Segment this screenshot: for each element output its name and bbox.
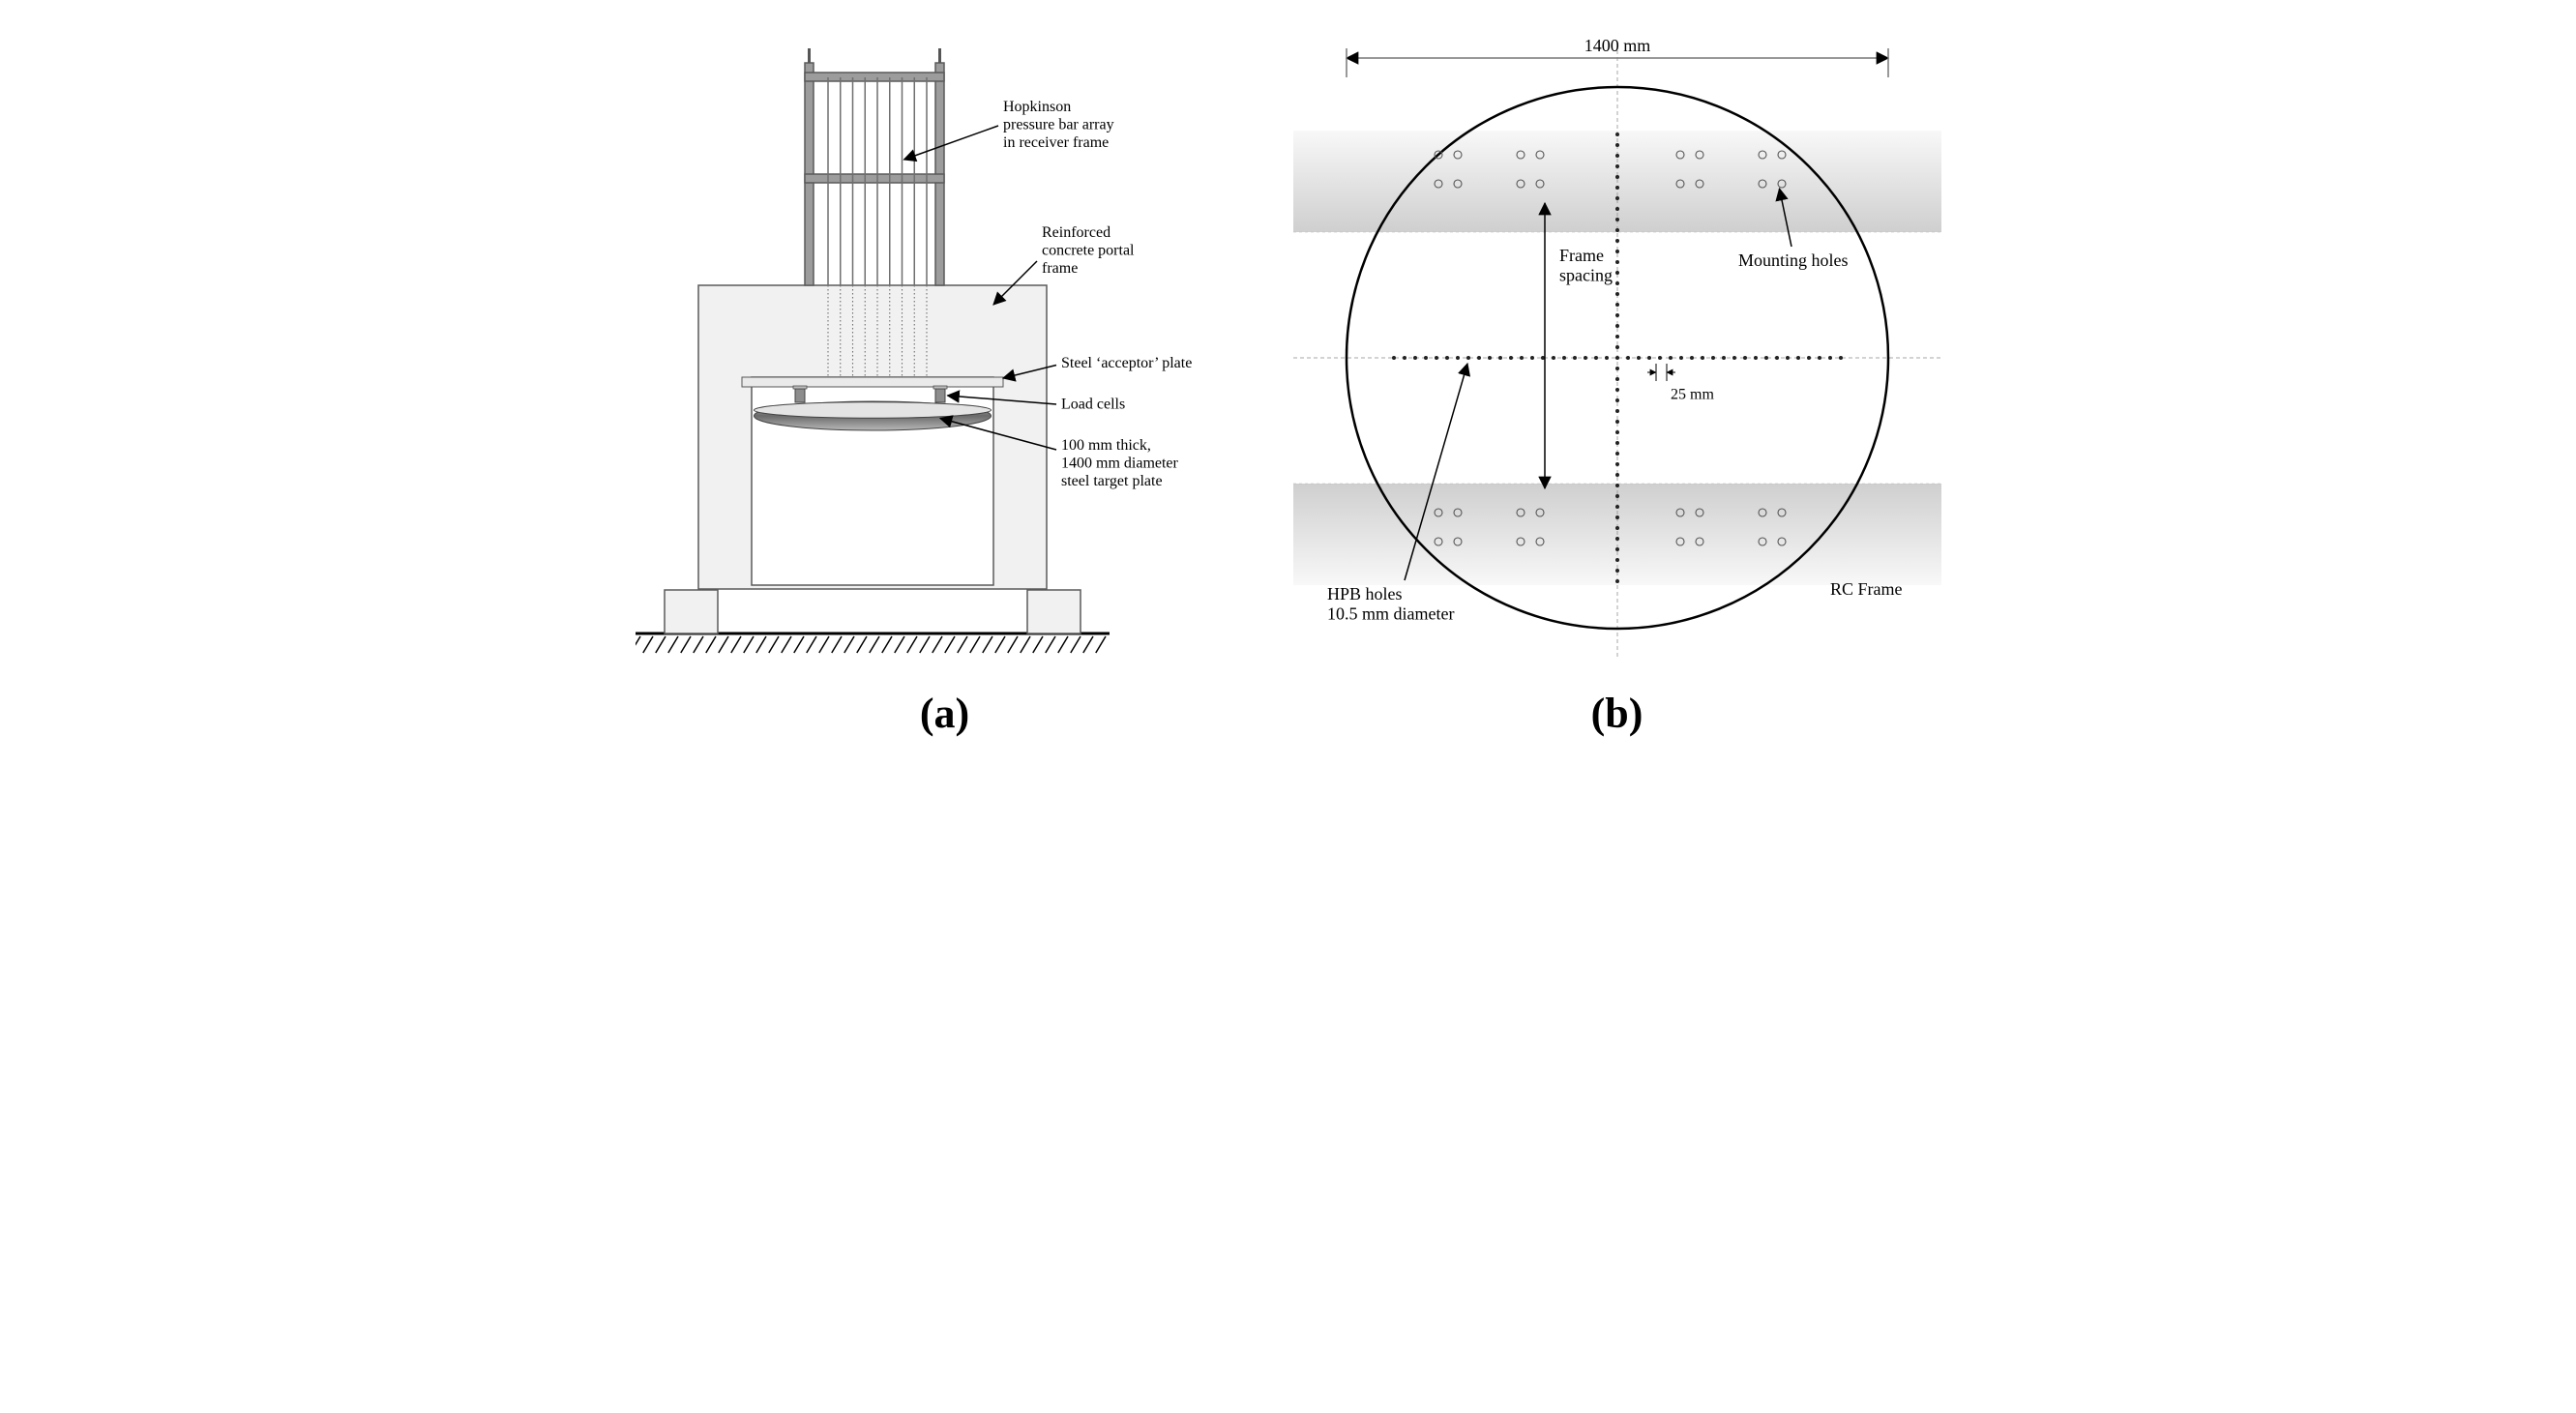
svg-text:Steel ‘acceptor’ plate: Steel ‘acceptor’ plate [1061, 355, 1192, 371]
panel-a-svg: Hopkinsonpressure bar arrayin receiver f… [636, 29, 1255, 677]
svg-text:1400 mm: 1400 mm [1584, 36, 1650, 55]
svg-text:100 mm thick,1400 mm diameters: 100 mm thick,1400 mm diametersteel targe… [1061, 437, 1179, 489]
svg-text:Framespacing: Framespacing [1559, 246, 1613, 285]
svg-text:Load cells: Load cells [1061, 397, 1125, 413]
svg-text:HPB holes10.5 mm diameter: HPB holes10.5 mm diameter [1327, 584, 1454, 624]
svg-text:Mounting holes: Mounting holes [1738, 250, 1849, 270]
svg-text:Hopkinsonpressure bar arrayin: Hopkinsonpressure bar arrayin receiver f… [1003, 99, 1114, 151]
panel-b-svg: 1400 mm Framespacing Mounting holes 25 mm HP… [1293, 29, 1941, 677]
panel-b-caption: (b) [1591, 689, 1643, 738]
panel-b: 1400 mm Framespacing Mounting holes 25 mm HP… [1293, 29, 1941, 738]
panel-a: Hopkinsonpressure bar arrayin receiver f… [636, 29, 1255, 738]
panel-a-caption: (a) [920, 689, 969, 738]
svg-text:RC Frame: RC Frame [1830, 579, 1903, 599]
figure: Hopkinsonpressure bar arrayin receiver f… [29, 29, 2547, 738]
svg-text:Reinforcedconcrete portalframe: Reinforcedconcrete portalframe [1042, 224, 1135, 277]
svg-text:25 mm: 25 mm [1671, 387, 1714, 403]
